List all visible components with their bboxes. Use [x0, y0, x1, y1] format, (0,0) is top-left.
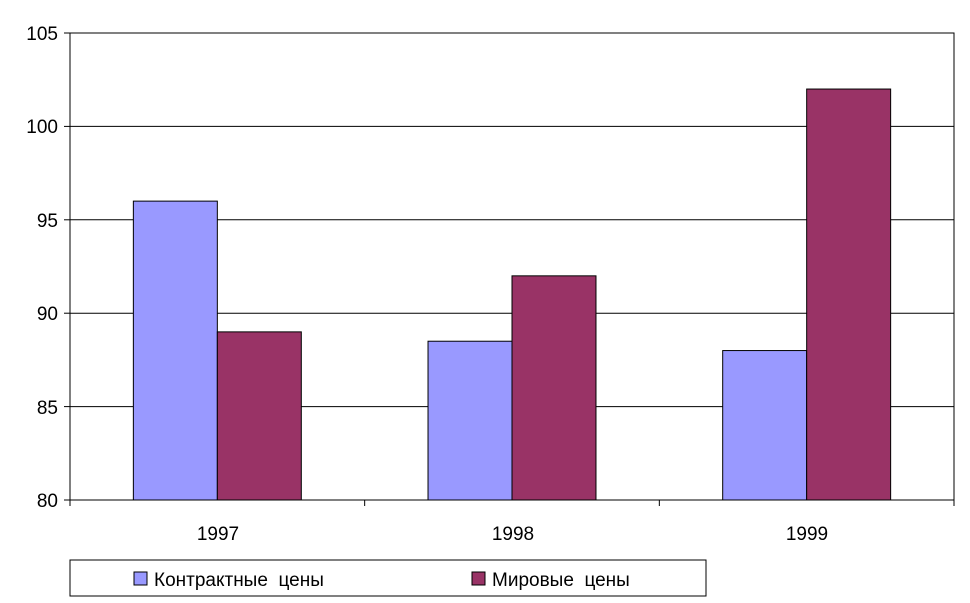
y-tick-label: 80 [37, 491, 58, 512]
x-tick-label: 1998 [492, 524, 534, 545]
x-axis: 1997 1998 1999 [69, 499, 955, 545]
x-tick-label: 1997 [197, 524, 239, 545]
legend-swatch [471, 571, 486, 586]
y-tick-label: 85 [37, 398, 58, 419]
bar-1999-series-0 [722, 350, 808, 501]
legend-swatch [133, 571, 148, 586]
legend-box [69, 559, 707, 597]
bar-1999-series-1 [806, 88, 892, 501]
legend: Контрактные цены Мировые цены [69, 559, 707, 597]
x-tick-label: 1999 [786, 524, 828, 545]
bar-1998-series-0 [427, 340, 513, 501]
bar-1997-series-1 [216, 331, 302, 501]
bar-1997-series-0 [132, 200, 218, 501]
bar-1998-series-1 [511, 275, 597, 501]
y-tick-label: 105 [26, 24, 58, 45]
y-tick-label: 90 [37, 304, 58, 325]
y-tick-label: 100 [26, 117, 58, 138]
y-axis: 80 85 90 95 100 105 [26, 24, 58, 512]
y-tick-label: 95 [37, 211, 58, 232]
legend-label: Мировые цены [492, 570, 630, 591]
legend-label: Контрактные цены [154, 570, 324, 591]
